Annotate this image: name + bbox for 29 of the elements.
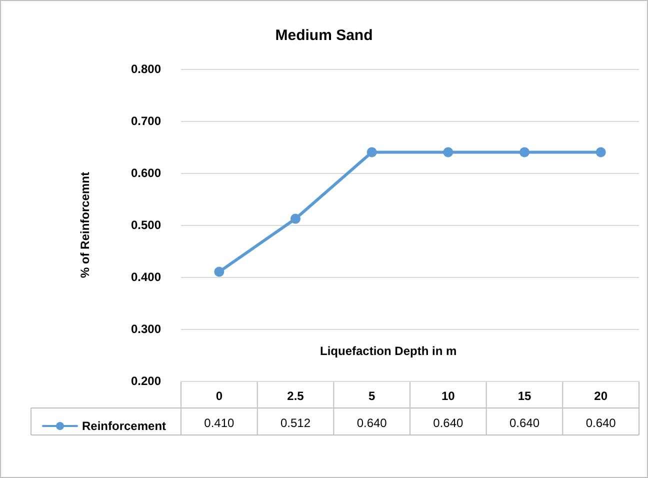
y-tick-label: 0.700 xyxy=(130,114,162,128)
data-label: 0.640 xyxy=(356,416,388,430)
y-tick-label: 0.400 xyxy=(130,270,162,284)
x-tick-label: 10 xyxy=(441,389,456,403)
y-tick-label: 0.500 xyxy=(130,218,162,232)
legend-label: Reinforcement xyxy=(82,419,166,433)
x-axis-title: Liquefaction Depth in m xyxy=(320,344,457,358)
chart-title: Medium Sand xyxy=(275,27,373,44)
data-label: 0.512 xyxy=(280,416,311,430)
point xyxy=(290,214,300,224)
x-tick-label: 15 xyxy=(518,389,532,403)
y-tick-label: 0.300 xyxy=(130,322,162,336)
point xyxy=(520,147,530,158)
data-label: 0.410 xyxy=(204,416,235,430)
point xyxy=(443,147,454,158)
x-tick-label: 5 xyxy=(368,389,376,403)
y-tick-label: 0.800 xyxy=(130,62,162,76)
x-tick-label: 2.5 xyxy=(287,389,304,403)
point xyxy=(596,147,606,158)
y-tick-label: 0.600 xyxy=(130,166,162,180)
data-label: 0.640 xyxy=(509,416,540,430)
data-label: 0.640 xyxy=(433,416,464,430)
point xyxy=(214,266,224,277)
x-tick-label: 0 xyxy=(216,389,223,403)
y-tick-label: 0.200 xyxy=(130,374,162,388)
y-axis-title: % of Reinforcemnt xyxy=(78,172,92,278)
x-tick-label: 20 xyxy=(594,389,608,403)
point xyxy=(366,147,377,158)
data-label: 0.640 xyxy=(586,416,616,430)
